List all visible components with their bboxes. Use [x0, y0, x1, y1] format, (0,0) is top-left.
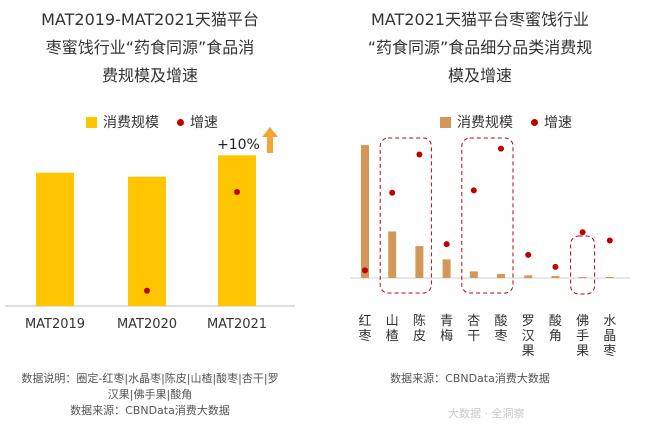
- left-title-line: 费规模及增速: [101, 66, 198, 85]
- left-note-line: 数据说明：圈定-红枣|水晶枣|陈皮|山楂|酸枣|杏干|罗: [21, 372, 279, 385]
- right-bar: [415, 246, 424, 278]
- right-growth-dot: [498, 145, 504, 152]
- right-legend: 消费规模 增速: [440, 112, 572, 132]
- left-title-line: MAT2019-MAT2021天猫平台: [41, 10, 259, 29]
- legend-bar-swatch: [440, 116, 451, 128]
- highlight-box: [570, 235, 596, 295]
- right-x-tick: 罗汉果: [521, 314, 535, 359]
- left-plot-area: MAT2019 MAT2020 MAT2021: [5, 130, 295, 332]
- left-legend: 消费规模 增速: [86, 112, 218, 132]
- right-x-tick: 水晶枣: [603, 314, 617, 359]
- legend-bar-label: 消费规模: [457, 115, 513, 131]
- right-bar: [469, 271, 478, 278]
- watermark: 大数据 · 全洞察: [448, 407, 525, 420]
- legend-dot-swatch: [531, 118, 538, 126]
- right-bar: [497, 274, 505, 278]
- right-x-tick: 陈皮: [412, 314, 426, 344]
- right-bar: [442, 259, 451, 278]
- up-arrow-icon: [262, 127, 278, 153]
- left-note-line: 汉果|佛手果|酸角: [107, 388, 193, 401]
- right-x-tick: 青梅: [440, 314, 454, 344]
- right-growth-dot: [606, 237, 613, 244]
- right-x-tick: 红枣: [358, 314, 372, 344]
- right-growth-dot: [443, 241, 450, 248]
- legend-dot-label: 增速: [190, 115, 218, 131]
- legend-dot-label: 增速: [544, 115, 572, 131]
- right-bar: [551, 276, 560, 278]
- left-bar: [218, 155, 256, 306]
- legend-bar-swatch: [86, 116, 97, 128]
- right-x-tick: 酸枣: [494, 314, 508, 344]
- right-bar: [605, 277, 614, 278]
- right-growth-dot: [470, 187, 477, 194]
- right-x-tick: 佛手果: [576, 314, 590, 359]
- left-x-tick: MAT2020: [117, 317, 177, 332]
- right-note: 数据来源：CBNData消费大数据: [345, 371, 595, 387]
- left-chart-title: MAT2019-MAT2021天猫平台 枣蜜饯行业“药食同源”食品消 费规模及增…: [0, 6, 300, 90]
- left-title-line: 枣蜜饯行业“药食同源”食品消: [45, 38, 255, 57]
- right-plot-area: [350, 137, 630, 295]
- right-chart-title: MAT2021天猫平台枣蜜饯行业 “药食同源”食品细分品类消费规 模及增速: [330, 6, 630, 90]
- right-bar: [388, 231, 397, 278]
- left-bar: [36, 172, 74, 306]
- right-note-line: 数据来源：CBNData消费大数据: [390, 372, 550, 385]
- left-note-line: 数据来源：CBNData消费大数据: [70, 404, 230, 417]
- left-chart-plot: MAT2019 MAT2020 MAT2021: [5, 130, 295, 332]
- left-x-tick: MAT2021: [207, 317, 267, 332]
- right-chart-plot: [350, 137, 630, 295]
- highlight-box: [461, 137, 514, 294]
- right-x-tick: 山楂: [385, 314, 399, 344]
- right-bar: [361, 145, 369, 278]
- right-title-line: 模及增速: [447, 66, 512, 85]
- right-bar: [578, 277, 587, 278]
- highlight-box: [379, 137, 432, 294]
- left-growth-dot: [144, 287, 150, 294]
- right-growth-dot: [416, 151, 423, 158]
- legend-dot-swatch: [177, 118, 184, 126]
- growth-annotation: +10%: [217, 137, 260, 153]
- right-growth-dot: [389, 189, 396, 196]
- right-x-tick: 酸角: [548, 314, 562, 344]
- left-growth-dot: [234, 189, 240, 195]
- left-bar: [128, 176, 166, 306]
- legend-bar-label: 消费规模: [103, 115, 159, 131]
- right-x-tick: 杏干: [467, 314, 481, 344]
- right-title-line: MAT2021天猫平台枣蜜饯行业: [370, 10, 589, 29]
- right-growth-dot: [552, 263, 559, 270]
- right-growth-dot: [579, 229, 586, 236]
- right-title-line: “药食同源”食品细分品类消费规: [367, 38, 593, 57]
- left-x-tick: MAT2019: [25, 317, 85, 332]
- right-growth-dot: [525, 251, 532, 258]
- right-bar: [524, 275, 533, 278]
- left-note: 数据说明：圈定-红枣|水晶枣|陈皮|山楂|酸枣|杏干|罗 汉果|佛手果|酸角 数…: [0, 371, 300, 419]
- right-growth-dot: [362, 267, 368, 274]
